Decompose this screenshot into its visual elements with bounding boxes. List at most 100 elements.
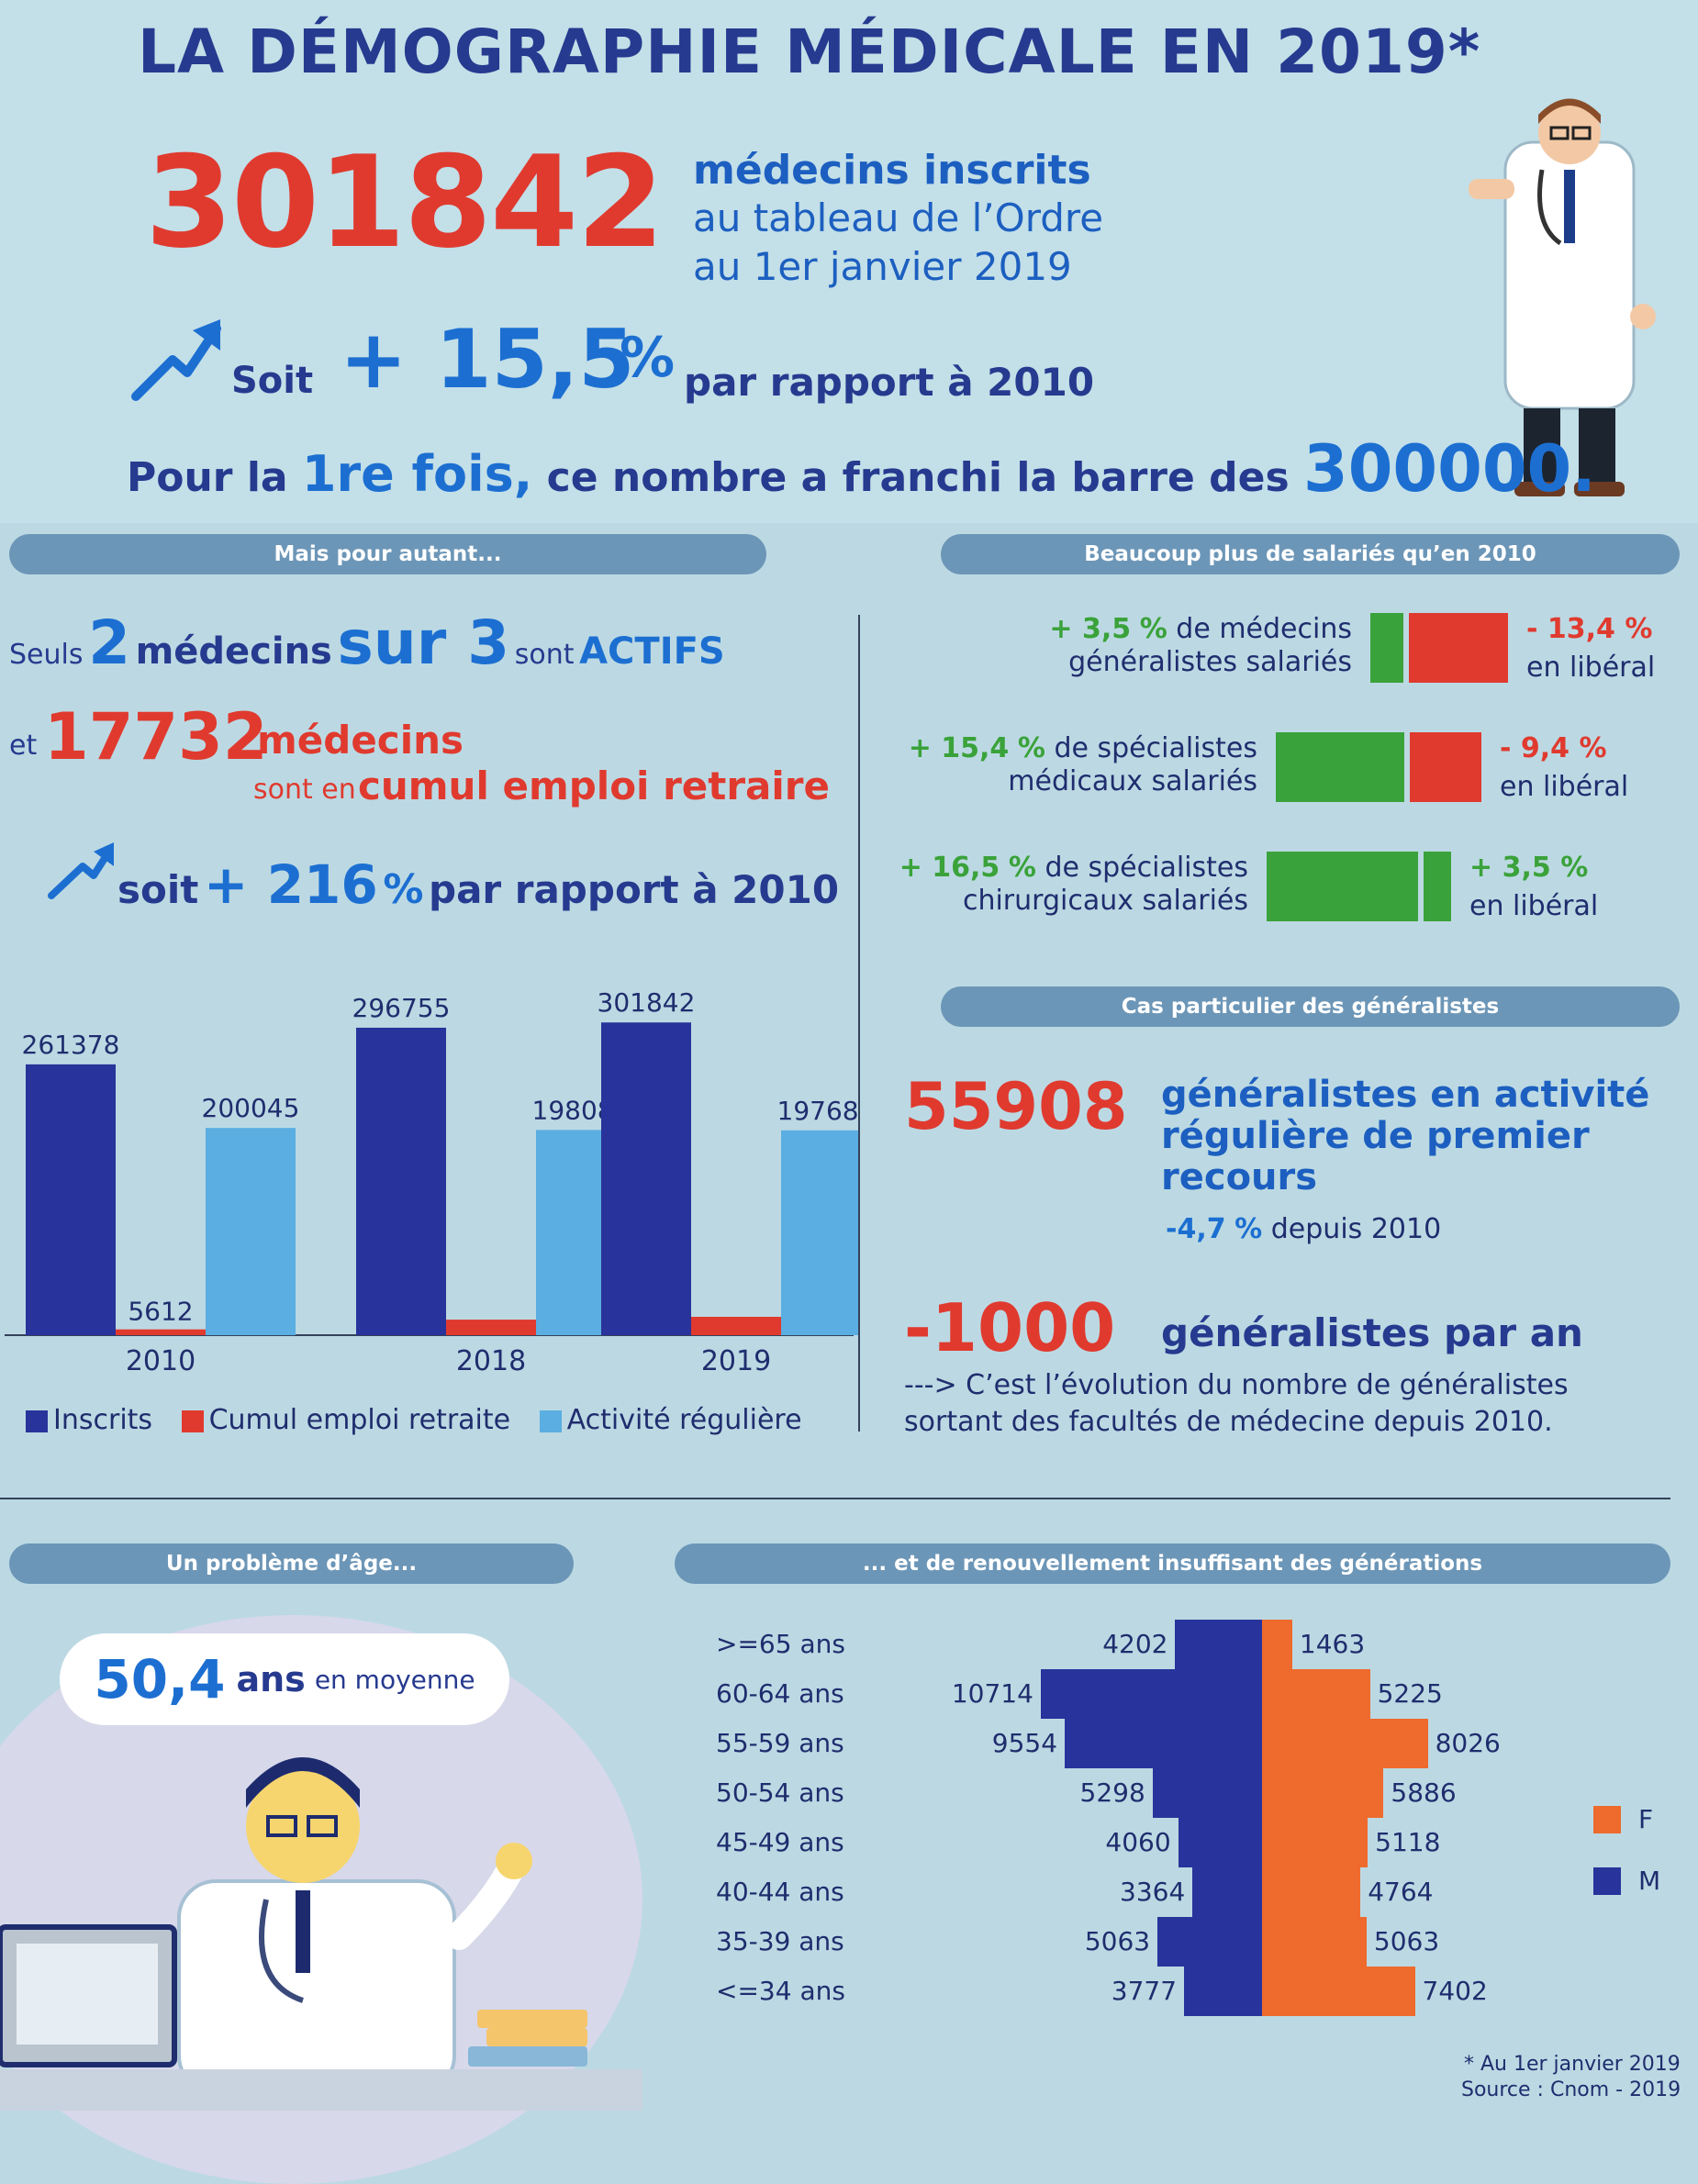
left-text2: généralistes salariés	[1068, 646, 1352, 678]
first-time-c: ce nombre a franchi la barre des	[546, 454, 1290, 501]
pill-salaries: Beaucoup plus de salariés qu’en 2010	[941, 534, 1680, 574]
cumul-d: cumul emploi retraire	[358, 763, 830, 808]
increase-value: + 15,5	[340, 312, 635, 407]
active-sentence: Seuls 2 médecins sur 3 sont ACTIFS	[9, 607, 725, 678]
left-pct: + 16,5	[899, 852, 1000, 884]
bar-cumul-emploi-retraite-2010	[116, 1329, 206, 1335]
page-title: LA DÉMOGRAPHIE MÉDICALE EN 2019*	[138, 17, 1481, 87]
right-text: en libéral	[1469, 890, 1599, 922]
pyramid-bar-m	[1065, 1719, 1262, 1768]
legend-inscrits: Inscrits	[53, 1404, 153, 1436]
left-text1: de spécialistes	[1044, 852, 1248, 884]
pyramid-value-f: 1463	[1299, 1629, 1366, 1659]
pyramid-age-label: 45-49 ans	[716, 1827, 844, 1857]
pyramid-bar-m	[1040, 1669, 1262, 1719]
legend-cumul: Cumul emploi retraite	[208, 1404, 511, 1436]
left-pct: + 15,4	[908, 732, 1010, 764]
trend-up-arrow-icon	[131, 319, 221, 401]
pyramid-bar-f	[1262, 1669, 1370, 1719]
cumul-number: 17732	[44, 699, 268, 774]
left-pct-sign: %	[1017, 732, 1045, 764]
first-time-sentence: Pour la 1re fois, ce nombre a franchi la…	[127, 431, 1596, 507]
minus-text: généralistes par an	[1161, 1310, 1583, 1355]
pyramid-value-f: 7402	[1422, 1976, 1488, 2006]
pyramid-value-m: 5063	[1084, 1926, 1151, 1956]
pyramid-legend-m-swatch	[1593, 1867, 1621, 1895]
pyramid-value-m: 9554	[991, 1728, 1058, 1758]
pyramid-value-f: 5118	[1375, 1827, 1441, 1857]
increase-since: par rapport à 2010	[684, 360, 1095, 405]
active-b: 2	[88, 607, 130, 678]
legend-activite: Activité régulière	[566, 1404, 802, 1436]
note-line2: sortant des facultés de médecine depuis …	[904, 1406, 1553, 1438]
right-text: en libéral	[1526, 652, 1656, 684]
pyramid-bar-m	[1178, 1818, 1262, 1867]
pyramid-bar-m	[1152, 1768, 1262, 1818]
pill-renouvellement: ... et de renouvellement insuffisant des…	[675, 1543, 1670, 1584]
category-label-2018: 2018	[456, 1345, 526, 1377]
active-a: Seuls	[9, 639, 84, 671]
right-text: en libéral	[1500, 771, 1629, 803]
pyramid-value-m: 4060	[1105, 1827, 1171, 1857]
pyramid-value-f: 4764	[1368, 1877, 1434, 1907]
headline-line1: médecins inscrits	[693, 147, 1091, 194]
soit-c: par rapport à 2010	[429, 867, 840, 912]
right-pct-line: - 13,4 %	[1526, 613, 1652, 645]
pill-cas-particulier: Cas particulier des généralistes	[941, 986, 1680, 1027]
bg-panel-top	[0, 0, 1698, 523]
bar-label-activit-r-guli-re-2010: 200045	[202, 1093, 300, 1123]
gen-change-percent: %	[1234, 1213, 1263, 1245]
horizontal-divider	[0, 1498, 1670, 1499]
pyramid-bar-m	[1192, 1867, 1262, 1917]
soit-label: Soit	[231, 360, 314, 402]
bar-label-activit-r-guli-re-2019: 197685	[777, 1096, 858, 1126]
age-unit: ans	[236, 1659, 306, 1699]
right-pct: - 9,4	[1500, 732, 1570, 764]
pyramid-legend-m: M	[1638, 1866, 1661, 1896]
cumul-b: médecins	[257, 718, 464, 763]
doctor-desk-illustration	[0, 1757, 642, 2111]
gen-text3: recours	[1161, 1156, 1318, 1198]
right-pct: - 13,4	[1526, 613, 1615, 645]
gen-text1: généralistes en activité	[1161, 1074, 1650, 1116]
gen-change-line: -4,7 % depuis 2010	[1166, 1213, 1441, 1245]
pyramid-age-label: 35-39 ans	[716, 1926, 844, 1956]
right-pct-sign: %	[1579, 732, 1607, 764]
category-label-2019: 2019	[701, 1345, 771, 1377]
pyramid-age-label: 40-44 ans	[716, 1877, 844, 1907]
pyramid-bar-f	[1262, 1620, 1292, 1669]
right-pct-sign: %	[1625, 613, 1653, 645]
pyramid-value-f: 5886	[1391, 1777, 1457, 1808]
pyramid-age-label: <=34 ans	[716, 1976, 845, 2006]
pyramid-bar-f	[1262, 1768, 1384, 1818]
pyramid-bar-m	[1184, 1967, 1262, 2016]
cumul-a: et	[9, 730, 38, 762]
pyramid-age-label: 55-59 ans	[716, 1728, 844, 1758]
bar-label-cumul-emploi-retraite-2010: 5612	[128, 1297, 193, 1327]
soit-216-sentence: soit + 216 % par rapport à 2010	[117, 853, 839, 916]
threshold-value: 300000.	[1303, 431, 1596, 507]
pyramid-legend-f-swatch	[1593, 1806, 1621, 1833]
gen-text2: régulière de premier	[1161, 1115, 1590, 1157]
green-bar	[1267, 852, 1418, 921]
pyramid-legend-f: F	[1638, 1804, 1654, 1834]
bar-activit-r-guli-re-2019	[781, 1130, 858, 1335]
pyramid-bar-f	[1262, 1818, 1368, 1867]
pyramid-bar-m	[1157, 1917, 1262, 1967]
first-time-b: 1re fois,	[301, 445, 533, 503]
left-text2: chirurgicaux salariés	[962, 885, 1248, 917]
left-pct-line: + 3,5 % de médecins	[1049, 613, 1352, 645]
pill-mais-pour-autant: Mais pour autant...	[9, 534, 766, 574]
left-text1: de spécialistes	[1054, 732, 1257, 764]
pyramid-value-m: 4202	[1102, 1629, 1168, 1659]
left-text1: de médecins	[1176, 613, 1352, 645]
pyramid-value-f: 8026	[1435, 1728, 1501, 1758]
cumul-c: sont en	[253, 774, 356, 806]
bar-inscrits-2019	[601, 1022, 691, 1335]
pyramid-bar-f	[1262, 1967, 1415, 2016]
pyramid-value-m: 3777	[1111, 1976, 1178, 2006]
increase-percent-sign: %	[620, 326, 676, 390]
footnote-1: * Au 1er janvier 2019	[1464, 2053, 1681, 2076]
left-pct-line: + 16,5 % de spécialistes	[899, 852, 1248, 884]
pyramid-bar-m	[1175, 1620, 1262, 1669]
